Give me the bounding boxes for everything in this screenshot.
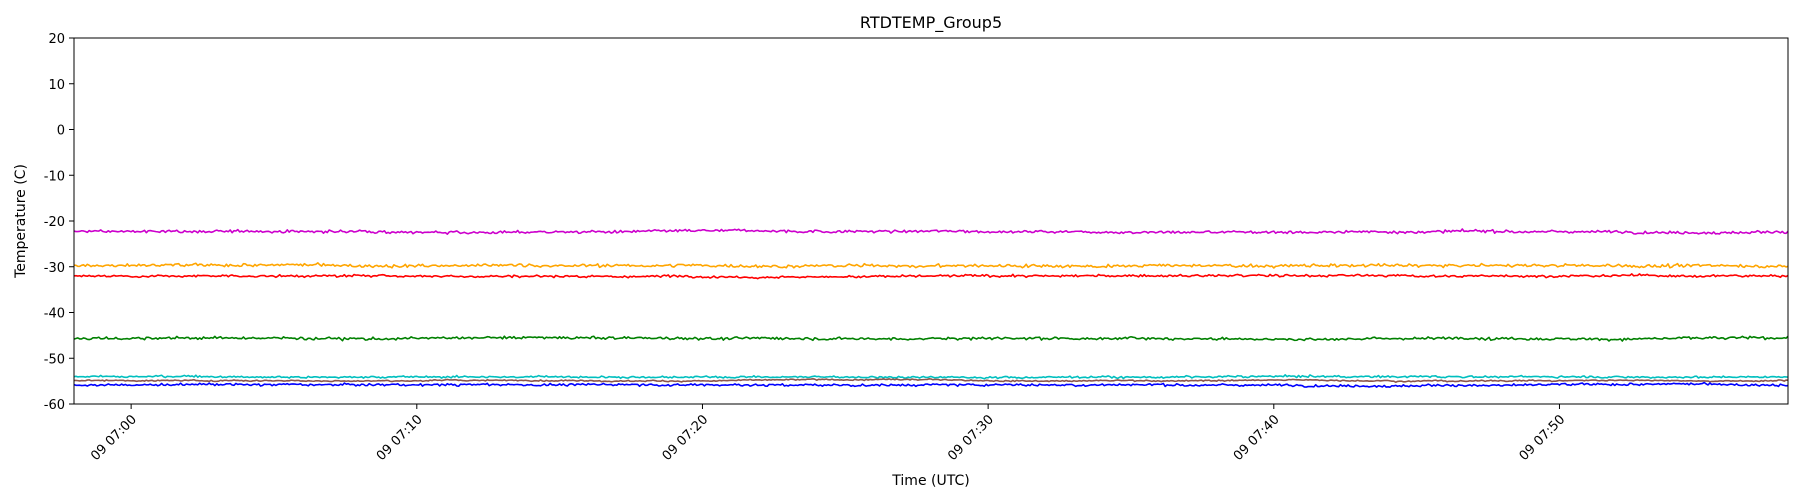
x-tick-label: 09 07:40 xyxy=(1231,412,1283,464)
x-axis: 09 07:00 09 07:10 09 07:20 09 07:30 09 07:40… xyxy=(88,404,1568,464)
series-line-4 xyxy=(73,335,1789,342)
x-axis-label: Time (UTC) xyxy=(891,473,969,489)
series-line-1 xyxy=(73,228,1789,235)
x-tick-label: 09 07:10 xyxy=(374,412,426,464)
series-line-7 xyxy=(73,381,1789,388)
x-tick-label: 09 07:00 xyxy=(88,412,140,464)
x-tick-label: 09 07:20 xyxy=(660,412,712,464)
y-tick-label: -10 xyxy=(44,169,65,184)
x-tick-label: 09 07:50 xyxy=(1517,412,1569,464)
x-tick-label: 09 07:30 xyxy=(945,412,997,464)
series-line-5 xyxy=(73,374,1789,380)
chart-title: RTDTEMP_Group5 xyxy=(860,13,1002,33)
y-tick-label: -20 xyxy=(44,215,65,230)
y-tick-label: -30 xyxy=(44,261,65,276)
y-tick-label: -50 xyxy=(44,352,65,367)
series-line-3 xyxy=(73,273,1789,280)
plot-frame xyxy=(73,37,1789,405)
y-tick-label: -60 xyxy=(44,398,65,413)
y-tick-label: 10 xyxy=(48,78,65,93)
y-tick-label: 0 xyxy=(57,124,65,139)
y-tick-label: 20 xyxy=(48,32,65,47)
series-line-6 xyxy=(73,377,1789,384)
series-group xyxy=(73,228,1789,388)
y-axis: 20 10 0 -10 -20 -30 -40 -50 -60 xyxy=(44,32,74,413)
series-line-2 xyxy=(73,262,1789,269)
y-axis-label: Temperature (C) xyxy=(13,164,29,279)
y-tick-label: -40 xyxy=(44,307,65,322)
